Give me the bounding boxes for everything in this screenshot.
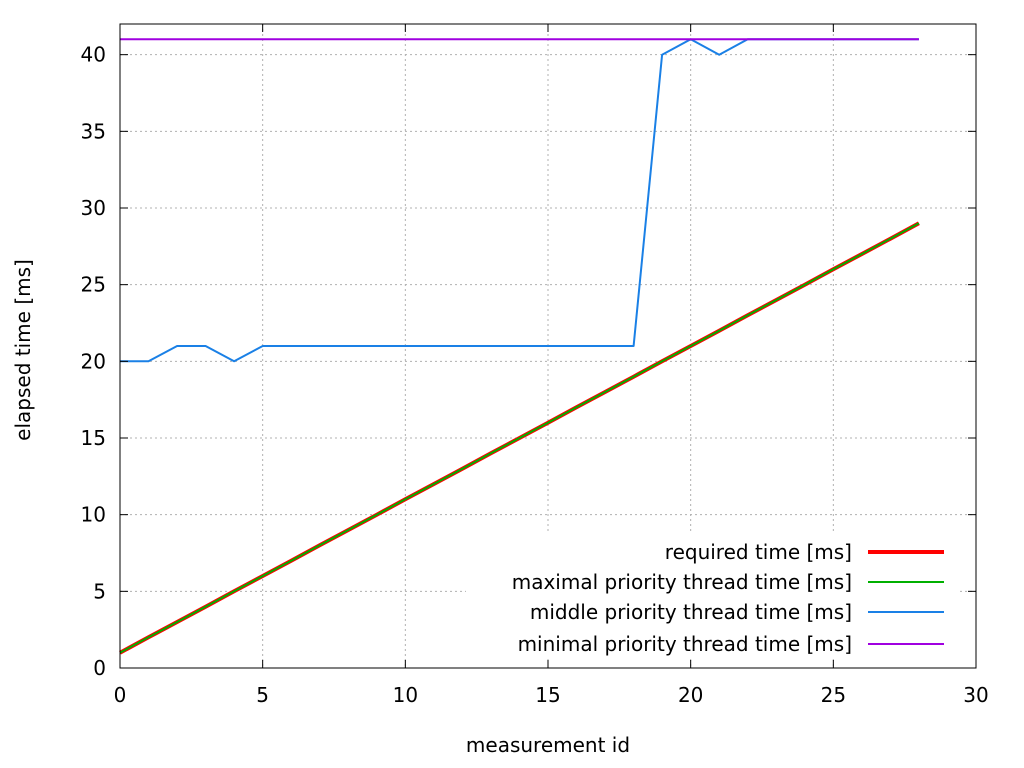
x-tick-label: 10 bbox=[393, 683, 418, 707]
legend-label: middle priority thread time [ms] bbox=[530, 600, 852, 624]
y-tick-label: 25 bbox=[81, 273, 106, 297]
series-line bbox=[120, 38, 919, 363]
axis-tick-labels: 0 5 10 15 20 25 30 0 5 10 15 20 25 30 35 40 bbox=[81, 43, 989, 707]
x-tick-label: 5 bbox=[256, 683, 269, 707]
x-tick-label: 0 bbox=[114, 683, 127, 707]
y-tick-label: 10 bbox=[81, 503, 106, 527]
series-line bbox=[119, 222, 920, 654]
x-tick-label: 15 bbox=[535, 683, 560, 707]
legend-label: required time [ms] bbox=[665, 540, 852, 564]
y-axis-label: elapsed time [ms] bbox=[11, 259, 35, 441]
y-tick-label: 40 bbox=[81, 43, 106, 67]
x-axis-label: measurement id bbox=[466, 733, 630, 757]
series-lines bbox=[119, 38, 920, 655]
y-tick-label: 5 bbox=[93, 579, 106, 603]
y-tick-label: 15 bbox=[81, 426, 106, 450]
x-tick-label: 30 bbox=[963, 683, 988, 707]
legend-label: minimal priority thread time [ms] bbox=[518, 632, 852, 656]
x-tick-label: 25 bbox=[821, 683, 846, 707]
y-tick-label: 35 bbox=[81, 119, 106, 143]
legend: required time [ms] maximal priority threa… bbox=[466, 534, 960, 658]
y-tick-label: 0 bbox=[93, 656, 106, 680]
axis-ticks bbox=[119, 24, 977, 669]
x-tick-label: 20 bbox=[678, 683, 703, 707]
legend-background bbox=[466, 534, 960, 658]
legend-label: maximal priority thread time [ms] bbox=[512, 570, 852, 594]
y-tick-label: 30 bbox=[81, 196, 106, 220]
y-tick-label: 20 bbox=[81, 349, 106, 373]
